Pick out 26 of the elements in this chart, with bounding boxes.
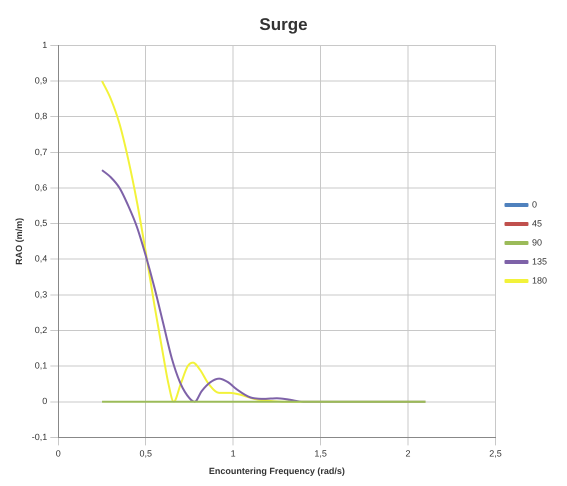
y-tick-label: 0,1 bbox=[34, 360, 48, 371]
y-tick-label: 0,3 bbox=[34, 289, 48, 300]
legend-label: 180 bbox=[532, 275, 548, 286]
legend-label: 135 bbox=[532, 256, 548, 266]
y-tick-label: 1 bbox=[42, 40, 48, 50]
x-tick-label: 0 bbox=[56, 448, 61, 458]
y-tick-label: -0,1 bbox=[32, 432, 48, 442]
x-tick-label: 0,5 bbox=[139, 448, 152, 458]
y-tick-label: 0,2 bbox=[34, 324, 48, 335]
x-tick-label: 1,5 bbox=[314, 448, 327, 458]
y-tick-label: 0,4 bbox=[34, 254, 48, 264]
chart-title: Surge bbox=[259, 14, 308, 34]
y-tick-label: 0,8 bbox=[34, 111, 48, 122]
y-tick-label: 0,5 bbox=[34, 218, 48, 228]
y-axis-title: RAO (m/m) bbox=[14, 218, 24, 265]
y-tick-label: 0 bbox=[42, 396, 48, 406]
x-axis-title: Encountering Frequency (rad/s) bbox=[208, 466, 345, 476]
y-tick-label: 0,7 bbox=[34, 146, 48, 157]
y-tick-label: 0,6 bbox=[34, 182, 48, 192]
legend-label: 45 bbox=[532, 218, 542, 228]
y-tick-label: 0,9 bbox=[34, 76, 48, 86]
x-tick-label: 2 bbox=[406, 448, 411, 458]
x-tick-label: 2,5 bbox=[489, 448, 502, 458]
legend-label: 0 bbox=[532, 199, 537, 210]
legend-label: 90 bbox=[532, 237, 542, 248]
x-tick-label: 1 bbox=[230, 448, 236, 458]
